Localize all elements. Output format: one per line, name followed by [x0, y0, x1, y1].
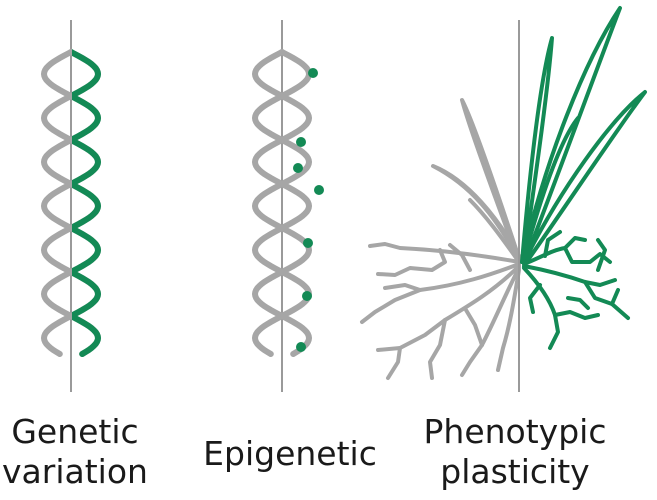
- methylation-dot-icon: [293, 163, 303, 173]
- green-leaf: [522, 90, 647, 264]
- gray-leaf: [460, 98, 521, 264]
- phenotypic-plasticity-panel: [360, 6, 647, 392]
- green-leaf: [521, 116, 580, 264]
- helix-strand-a: [251, 49, 313, 357]
- dna-helix-icon: [40, 49, 102, 357]
- gray-root: [383, 283, 422, 292]
- methylation-dot-icon: [296, 137, 306, 147]
- green-root: [553, 310, 600, 320]
- epigenetic-panel: [251, 20, 324, 392]
- gray-leaf: [494, 188, 521, 264]
- green-root: [583, 280, 630, 320]
- label-genetic-variation: Genetic variation: [0, 412, 150, 492]
- methylation-dot-icon: [314, 185, 324, 195]
- gray-root: [376, 248, 447, 277]
- label-line: variation: [2, 452, 148, 491]
- gray-root: [464, 308, 484, 347]
- label-line: Epigenetic: [203, 434, 377, 473]
- gray-root: [428, 318, 447, 380]
- green-root: [543, 230, 562, 258]
- dna-helix-icon: [251, 49, 313, 357]
- plant-right-green: [520, 6, 647, 350]
- gray-root: [368, 242, 521, 264]
- helix-strand-a: [40, 49, 102, 357]
- gray-leaf: [468, 198, 521, 264]
- green-root: [528, 283, 542, 314]
- methylation-marks: [293, 68, 324, 352]
- green-root: [610, 288, 620, 306]
- label-phenotypic-plasticity: Phenotypic plasticity: [410, 412, 620, 492]
- methylation-dot-icon: [303, 238, 313, 248]
- gray-root: [496, 268, 521, 372]
- label-line: plasticity: [440, 452, 590, 491]
- genetic-variation-panel: [40, 20, 102, 392]
- methylation-dot-icon: [308, 68, 318, 78]
- helix-strand-b: [251, 49, 313, 357]
- green-leaf: [520, 6, 622, 264]
- gray-root: [376, 264, 521, 352]
- label-line: Genetic: [11, 412, 139, 451]
- plant-left-gray: [360, 98, 521, 380]
- label-epigenetic: Epigenetic: [190, 434, 390, 474]
- methylation-dot-icon: [296, 342, 306, 352]
- gray-root: [386, 346, 402, 380]
- green-root: [566, 296, 590, 310]
- green-root: [522, 266, 560, 350]
- methylation-dot-icon: [302, 291, 312, 301]
- gray-root: [448, 243, 472, 272]
- gray-leaf: [431, 164, 521, 262]
- green-leaf: [520, 36, 554, 264]
- green-root: [596, 238, 607, 272]
- helix-strand-b-green: [72, 49, 102, 319]
- gray-root: [360, 262, 521, 324]
- label-line: Phenotypic: [423, 412, 607, 451]
